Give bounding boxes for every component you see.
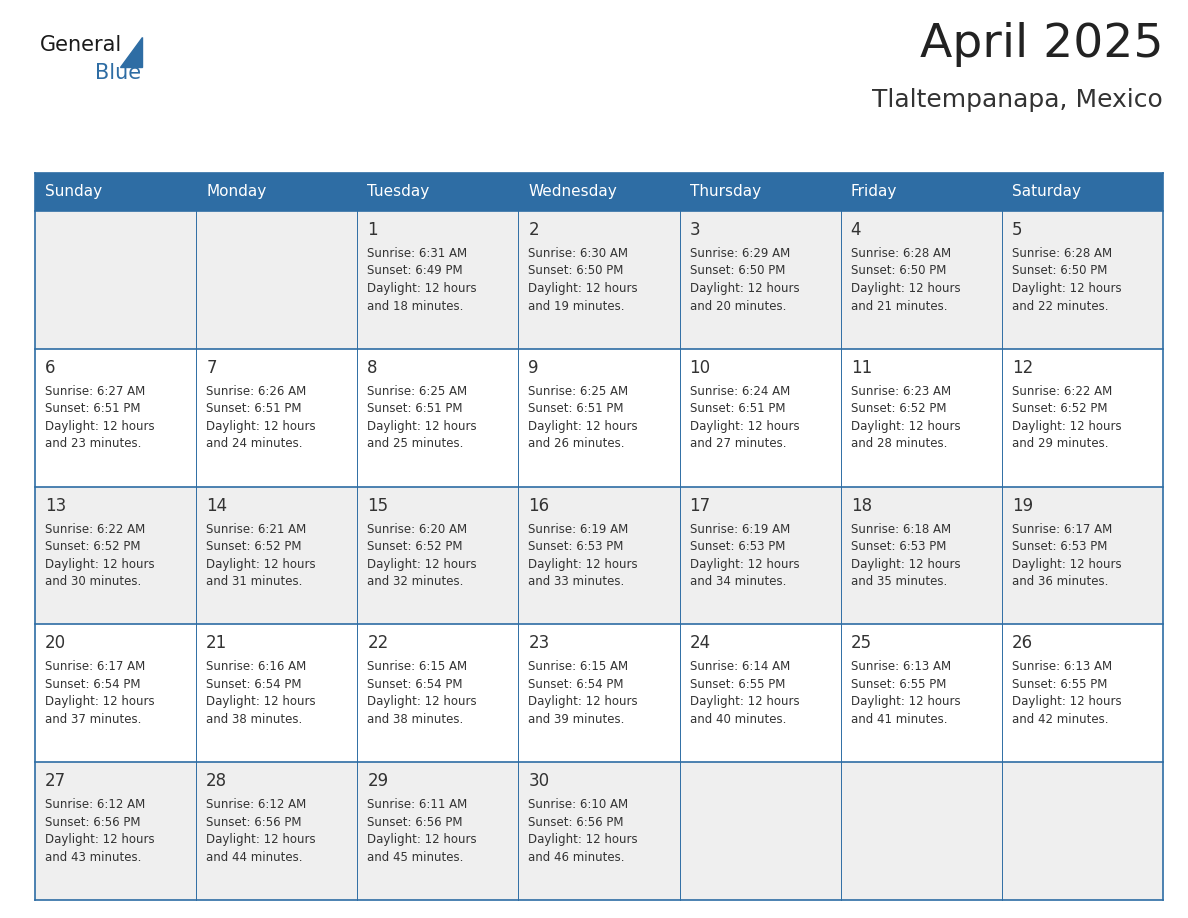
Bar	[34, 211, 1163, 349]
Text: Sunrise: 6:24 AM
Sunset: 6:51 PM
Daylight: 12 hours
and 27 minutes.: Sunrise: 6:24 AM Sunset: 6:51 PM Dayligh…	[689, 385, 800, 451]
Text: Saturday: Saturday	[1012, 185, 1081, 199]
Text: Monday: Monday	[207, 185, 266, 199]
Text: Sunrise: 6:15 AM
Sunset: 6:54 PM
Daylight: 12 hours
and 39 minutes.: Sunrise: 6:15 AM Sunset: 6:54 PM Dayligh…	[529, 660, 638, 726]
Text: Sunrise: 6:28 AM
Sunset: 6:50 PM
Daylight: 12 hours
and 22 minutes.: Sunrise: 6:28 AM Sunset: 6:50 PM Dayligh…	[1012, 247, 1121, 312]
Text: 13: 13	[45, 497, 67, 515]
Text: Sunrise: 6:25 AM
Sunset: 6:51 PM
Daylight: 12 hours
and 26 minutes.: Sunrise: 6:25 AM Sunset: 6:51 PM Dayligh…	[529, 385, 638, 451]
Text: 17: 17	[689, 497, 710, 515]
Text: Sunrise: 6:27 AM
Sunset: 6:51 PM
Daylight: 12 hours
and 23 minutes.: Sunrise: 6:27 AM Sunset: 6:51 PM Dayligh…	[45, 385, 154, 451]
Text: Sunrise: 6:16 AM
Sunset: 6:54 PM
Daylight: 12 hours
and 38 minutes.: Sunrise: 6:16 AM Sunset: 6:54 PM Dayligh…	[207, 660, 316, 726]
Text: Blue: Blue	[95, 63, 141, 83]
Text: Sunday: Sunday	[45, 185, 102, 199]
Bar	[34, 762, 1163, 900]
Text: 7: 7	[207, 359, 216, 376]
Bar	[34, 624, 1163, 762]
Text: 24: 24	[689, 634, 710, 653]
Text: Sunrise: 6:28 AM
Sunset: 6:50 PM
Daylight: 12 hours
and 21 minutes.: Sunrise: 6:28 AM Sunset: 6:50 PM Dayligh…	[851, 247, 960, 312]
Text: Sunrise: 6:29 AM
Sunset: 6:50 PM
Daylight: 12 hours
and 20 minutes.: Sunrise: 6:29 AM Sunset: 6:50 PM Dayligh…	[689, 247, 800, 312]
Text: Sunrise: 6:12 AM
Sunset: 6:56 PM
Daylight: 12 hours
and 44 minutes.: Sunrise: 6:12 AM Sunset: 6:56 PM Dayligh…	[207, 798, 316, 864]
Text: 16: 16	[529, 497, 550, 515]
Text: Sunrise: 6:30 AM
Sunset: 6:50 PM
Daylight: 12 hours
and 19 minutes.: Sunrise: 6:30 AM Sunset: 6:50 PM Dayligh…	[529, 247, 638, 312]
Polygon shape	[120, 37, 143, 67]
Text: Sunrise: 6:20 AM
Sunset: 6:52 PM
Daylight: 12 hours
and 32 minutes.: Sunrise: 6:20 AM Sunset: 6:52 PM Dayligh…	[367, 522, 476, 588]
Text: Sunrise: 6:22 AM
Sunset: 6:52 PM
Daylight: 12 hours
and 29 minutes.: Sunrise: 6:22 AM Sunset: 6:52 PM Dayligh…	[1012, 385, 1121, 451]
Text: 3: 3	[689, 221, 700, 239]
Text: Sunrise: 6:15 AM
Sunset: 6:54 PM
Daylight: 12 hours
and 38 minutes.: Sunrise: 6:15 AM Sunset: 6:54 PM Dayligh…	[367, 660, 476, 726]
Text: 10: 10	[689, 359, 710, 376]
Text: Sunrise: 6:13 AM
Sunset: 6:55 PM
Daylight: 12 hours
and 41 minutes.: Sunrise: 6:13 AM Sunset: 6:55 PM Dayligh…	[851, 660, 960, 726]
Text: Sunrise: 6:13 AM
Sunset: 6:55 PM
Daylight: 12 hours
and 42 minutes.: Sunrise: 6:13 AM Sunset: 6:55 PM Dayligh…	[1012, 660, 1121, 726]
Text: 1: 1	[367, 221, 378, 239]
Text: 22: 22	[367, 634, 388, 653]
Text: Sunrise: 6:17 AM
Sunset: 6:53 PM
Daylight: 12 hours
and 36 minutes.: Sunrise: 6:17 AM Sunset: 6:53 PM Dayligh…	[1012, 522, 1121, 588]
Text: 23: 23	[529, 634, 550, 653]
Text: Sunrise: 6:17 AM
Sunset: 6:54 PM
Daylight: 12 hours
and 37 minutes.: Sunrise: 6:17 AM Sunset: 6:54 PM Dayligh…	[45, 660, 154, 726]
Text: Tuesday: Tuesday	[367, 185, 430, 199]
Text: 9: 9	[529, 359, 539, 376]
Text: 5: 5	[1012, 221, 1023, 239]
Text: Sunrise: 6:21 AM
Sunset: 6:52 PM
Daylight: 12 hours
and 31 minutes.: Sunrise: 6:21 AM Sunset: 6:52 PM Dayligh…	[207, 522, 316, 588]
Text: 29: 29	[367, 772, 388, 790]
Text: Sunrise: 6:23 AM
Sunset: 6:52 PM
Daylight: 12 hours
and 28 minutes.: Sunrise: 6:23 AM Sunset: 6:52 PM Dayligh…	[851, 385, 960, 451]
Text: General: General	[40, 35, 122, 55]
Text: 20: 20	[45, 634, 67, 653]
Text: 4: 4	[851, 221, 861, 239]
Text: Sunrise: 6:11 AM
Sunset: 6:56 PM
Daylight: 12 hours
and 45 minutes.: Sunrise: 6:11 AM Sunset: 6:56 PM Dayligh…	[367, 798, 476, 864]
Text: 28: 28	[207, 772, 227, 790]
Text: Sunrise: 6:25 AM
Sunset: 6:51 PM
Daylight: 12 hours
and 25 minutes.: Sunrise: 6:25 AM Sunset: 6:51 PM Dayligh…	[367, 385, 476, 451]
Text: Sunrise: 6:19 AM
Sunset: 6:53 PM
Daylight: 12 hours
and 34 minutes.: Sunrise: 6:19 AM Sunset: 6:53 PM Dayligh…	[689, 522, 800, 588]
Text: April 2025: April 2025	[920, 22, 1163, 67]
Text: Sunrise: 6:26 AM
Sunset: 6:51 PM
Daylight: 12 hours
and 24 minutes.: Sunrise: 6:26 AM Sunset: 6:51 PM Dayligh…	[207, 385, 316, 451]
Text: 2: 2	[529, 221, 539, 239]
Text: Sunrise: 6:12 AM
Sunset: 6:56 PM
Daylight: 12 hours
and 43 minutes.: Sunrise: 6:12 AM Sunset: 6:56 PM Dayligh…	[45, 798, 154, 864]
Bar	[34, 349, 1163, 487]
Text: 18: 18	[851, 497, 872, 515]
Text: 26: 26	[1012, 634, 1034, 653]
Text: 30: 30	[529, 772, 550, 790]
Text: Sunrise: 6:10 AM
Sunset: 6:56 PM
Daylight: 12 hours
and 46 minutes.: Sunrise: 6:10 AM Sunset: 6:56 PM Dayligh…	[529, 798, 638, 864]
Text: Sunrise: 6:19 AM
Sunset: 6:53 PM
Daylight: 12 hours
and 33 minutes.: Sunrise: 6:19 AM Sunset: 6:53 PM Dayligh…	[529, 522, 638, 588]
Text: 11: 11	[851, 359, 872, 376]
Text: Wednesday: Wednesday	[529, 185, 618, 199]
Bar	[34, 173, 1163, 211]
Text: 15: 15	[367, 497, 388, 515]
Text: Sunrise: 6:18 AM
Sunset: 6:53 PM
Daylight: 12 hours
and 35 minutes.: Sunrise: 6:18 AM Sunset: 6:53 PM Dayligh…	[851, 522, 960, 588]
Text: 12: 12	[1012, 359, 1034, 376]
Text: Friday: Friday	[851, 185, 897, 199]
Bar	[34, 487, 1163, 624]
Text: Sunrise: 6:14 AM
Sunset: 6:55 PM
Daylight: 12 hours
and 40 minutes.: Sunrise: 6:14 AM Sunset: 6:55 PM Dayligh…	[689, 660, 800, 726]
Text: 25: 25	[851, 634, 872, 653]
Text: 6: 6	[45, 359, 56, 376]
Text: Sunrise: 6:22 AM
Sunset: 6:52 PM
Daylight: 12 hours
and 30 minutes.: Sunrise: 6:22 AM Sunset: 6:52 PM Dayligh…	[45, 522, 154, 588]
Text: 19: 19	[1012, 497, 1034, 515]
Text: Tlaltempanapa, Mexico: Tlaltempanapa, Mexico	[872, 88, 1163, 112]
Text: 27: 27	[45, 772, 67, 790]
Text: 21: 21	[207, 634, 227, 653]
Text: Sunrise: 6:31 AM
Sunset: 6:49 PM
Daylight: 12 hours
and 18 minutes.: Sunrise: 6:31 AM Sunset: 6:49 PM Dayligh…	[367, 247, 476, 312]
Text: 8: 8	[367, 359, 378, 376]
Text: 14: 14	[207, 497, 227, 515]
Text: Thursday: Thursday	[689, 185, 760, 199]
